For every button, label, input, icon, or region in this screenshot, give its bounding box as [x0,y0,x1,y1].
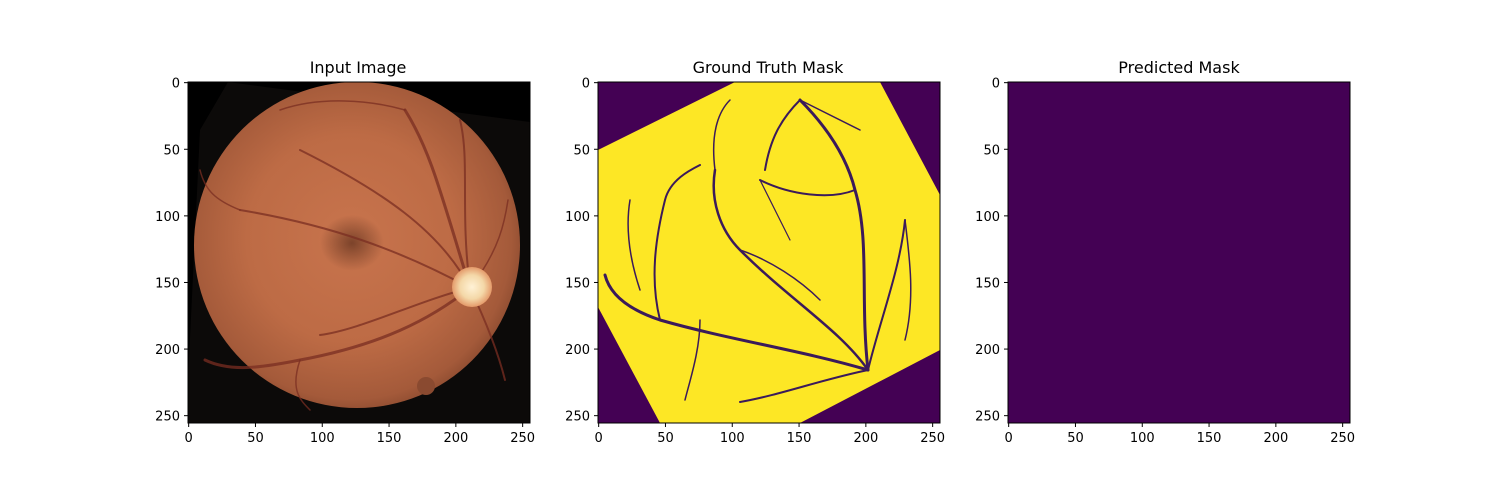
x-tick-label: 200 [1263,431,1288,446]
axis-ticks: 0 50 100 150 200 250 0 50 100 150 200 250 0 50 100 150 2… [155,77,1355,446]
x-tick-label: 100 [310,431,335,446]
y-tick-label: 150 [975,276,1000,291]
x-tick-label: 150 [787,431,812,446]
x-tick-label: 100 [1130,431,1155,446]
panel-title: Ground Truth Mask [693,58,845,77]
x-tick-label: 50 [1067,431,1084,446]
x-tick-label: 50 [657,431,674,446]
y-tick-label: 0 [992,77,1000,92]
y-tick-label: 50 [983,143,1000,158]
x-tick-label: 0 [1005,431,1013,446]
x-tick-label: 0 [595,431,603,446]
x-tick-label: 50 [247,431,264,446]
panel-predicted-mask: Predicted Mask [1007,58,1351,424]
y-tick-label: 100 [565,210,590,225]
y-tick-label: 250 [975,410,1000,425]
x-tick-label: 250 [510,431,535,446]
vessel-mask-image [598,82,940,423]
y-tick-label: 150 [565,276,590,291]
x-tick-label: 250 [920,431,945,446]
predicted-mask-image [1007,81,1351,424]
y-tick-label: 50 [573,143,590,158]
x-tick-label: 200 [853,431,878,446]
panel-ground-truth-mask: Ground Truth Mask [597,58,941,424]
y-tick-label: 200 [975,343,1000,358]
y-tick-label: 250 [565,410,590,425]
x-tick-label: 150 [377,431,402,446]
y-tick-label: 150 [155,276,180,291]
y-tick-label: 100 [155,210,180,225]
x-tick-label: 0 [185,431,193,446]
y-tick-label: 0 [172,77,180,92]
y-tick-label: 200 [565,343,590,358]
y-tick-label: 250 [155,410,180,425]
panel-title: Input Image [310,58,407,77]
y-tick-label: 100 [975,210,1000,225]
y-tick-label: 0 [582,77,590,92]
y-tick-label: 200 [155,343,180,358]
y-tick-label: 50 [163,143,180,158]
panel-input-image: Input Image [187,58,531,424]
x-tick-label: 100 [720,431,745,446]
x-tick-label: 200 [443,431,468,446]
x-tick-label: 150 [1197,431,1222,446]
fundus-image [188,82,530,423]
x-tick-label: 250 [1330,431,1355,446]
panel-title: Predicted Mask [1118,58,1240,77]
